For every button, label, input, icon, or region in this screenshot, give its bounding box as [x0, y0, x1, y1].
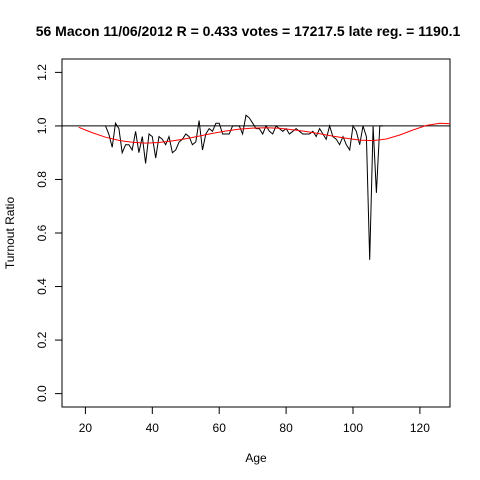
x-tick-label: 60 — [213, 421, 227, 435]
y-tick-label: 1.0 — [35, 117, 49, 134]
fitted-curve-series — [78, 122, 450, 144]
x-tick-label: 100 — [343, 421, 363, 435]
x-tick-label: 120 — [410, 421, 430, 435]
y-axis: 0.0 0.2 0.4 0.6 0.8 1.0 1.2 — [35, 64, 62, 402]
x-tick-label: 20 — [79, 421, 93, 435]
y-tick-label: 0.4 — [35, 278, 49, 295]
y-axis-label: Turnout Ratio — [3, 197, 17, 270]
y-tick-label: 0.6 — [35, 224, 49, 241]
plot-area — [62, 114, 450, 260]
x-axis-label: Age — [245, 451, 267, 465]
y-tick-label: 0.2 — [35, 331, 49, 348]
x-axis: 20 40 60 80 100 120 — [79, 407, 430, 435]
x-tick-label: 80 — [279, 421, 293, 435]
y-tick-label: 1.2 — [35, 64, 49, 81]
chart-title: 56 Macon 11/06/2012 R = 0.433 votes = 17… — [36, 23, 461, 39]
plot-frame — [61, 58, 451, 408]
y-tick-label: 0.0 — [35, 385, 49, 402]
x-tick-label: 40 — [146, 421, 160, 435]
y-tick-label: 0.8 — [35, 171, 49, 188]
turnout-ratio-series — [105, 114, 384, 260]
